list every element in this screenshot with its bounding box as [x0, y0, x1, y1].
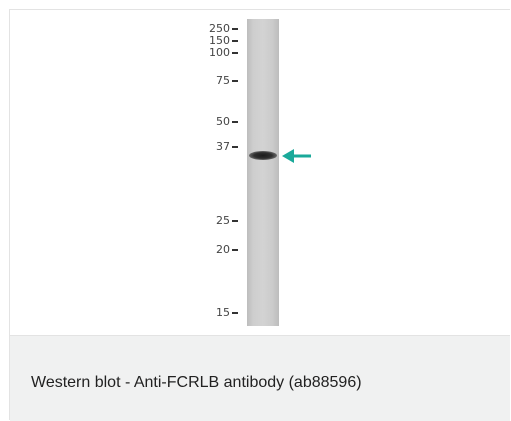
- marker-100: 100: [180, 47, 238, 59]
- protein-band: [249, 151, 277, 160]
- marker-20: 20: [180, 244, 238, 256]
- marker-150: 150: [180, 35, 238, 47]
- blot-lane: [247, 19, 279, 326]
- marker-25: 25: [180, 215, 238, 227]
- band-arrow-icon: [282, 149, 311, 163]
- divider: [10, 335, 510, 336]
- caption-panel: Western blot - Anti-FCRLB antibody (ab88…: [10, 336, 510, 421]
- image-card: 250 150 100 75 50 37 25 20 15: [9, 9, 510, 421]
- western-blot-image: 250 150 100 75 50 37 25 20 15: [10, 10, 510, 335]
- marker-50: 50: [180, 116, 238, 128]
- marker-75: 75: [180, 75, 238, 87]
- marker-15: 15: [180, 307, 238, 319]
- marker-250: 250: [180, 23, 238, 35]
- marker-37: 37: [180, 141, 238, 153]
- figure-caption: Western blot - Anti-FCRLB antibody (ab88…: [31, 374, 362, 391]
